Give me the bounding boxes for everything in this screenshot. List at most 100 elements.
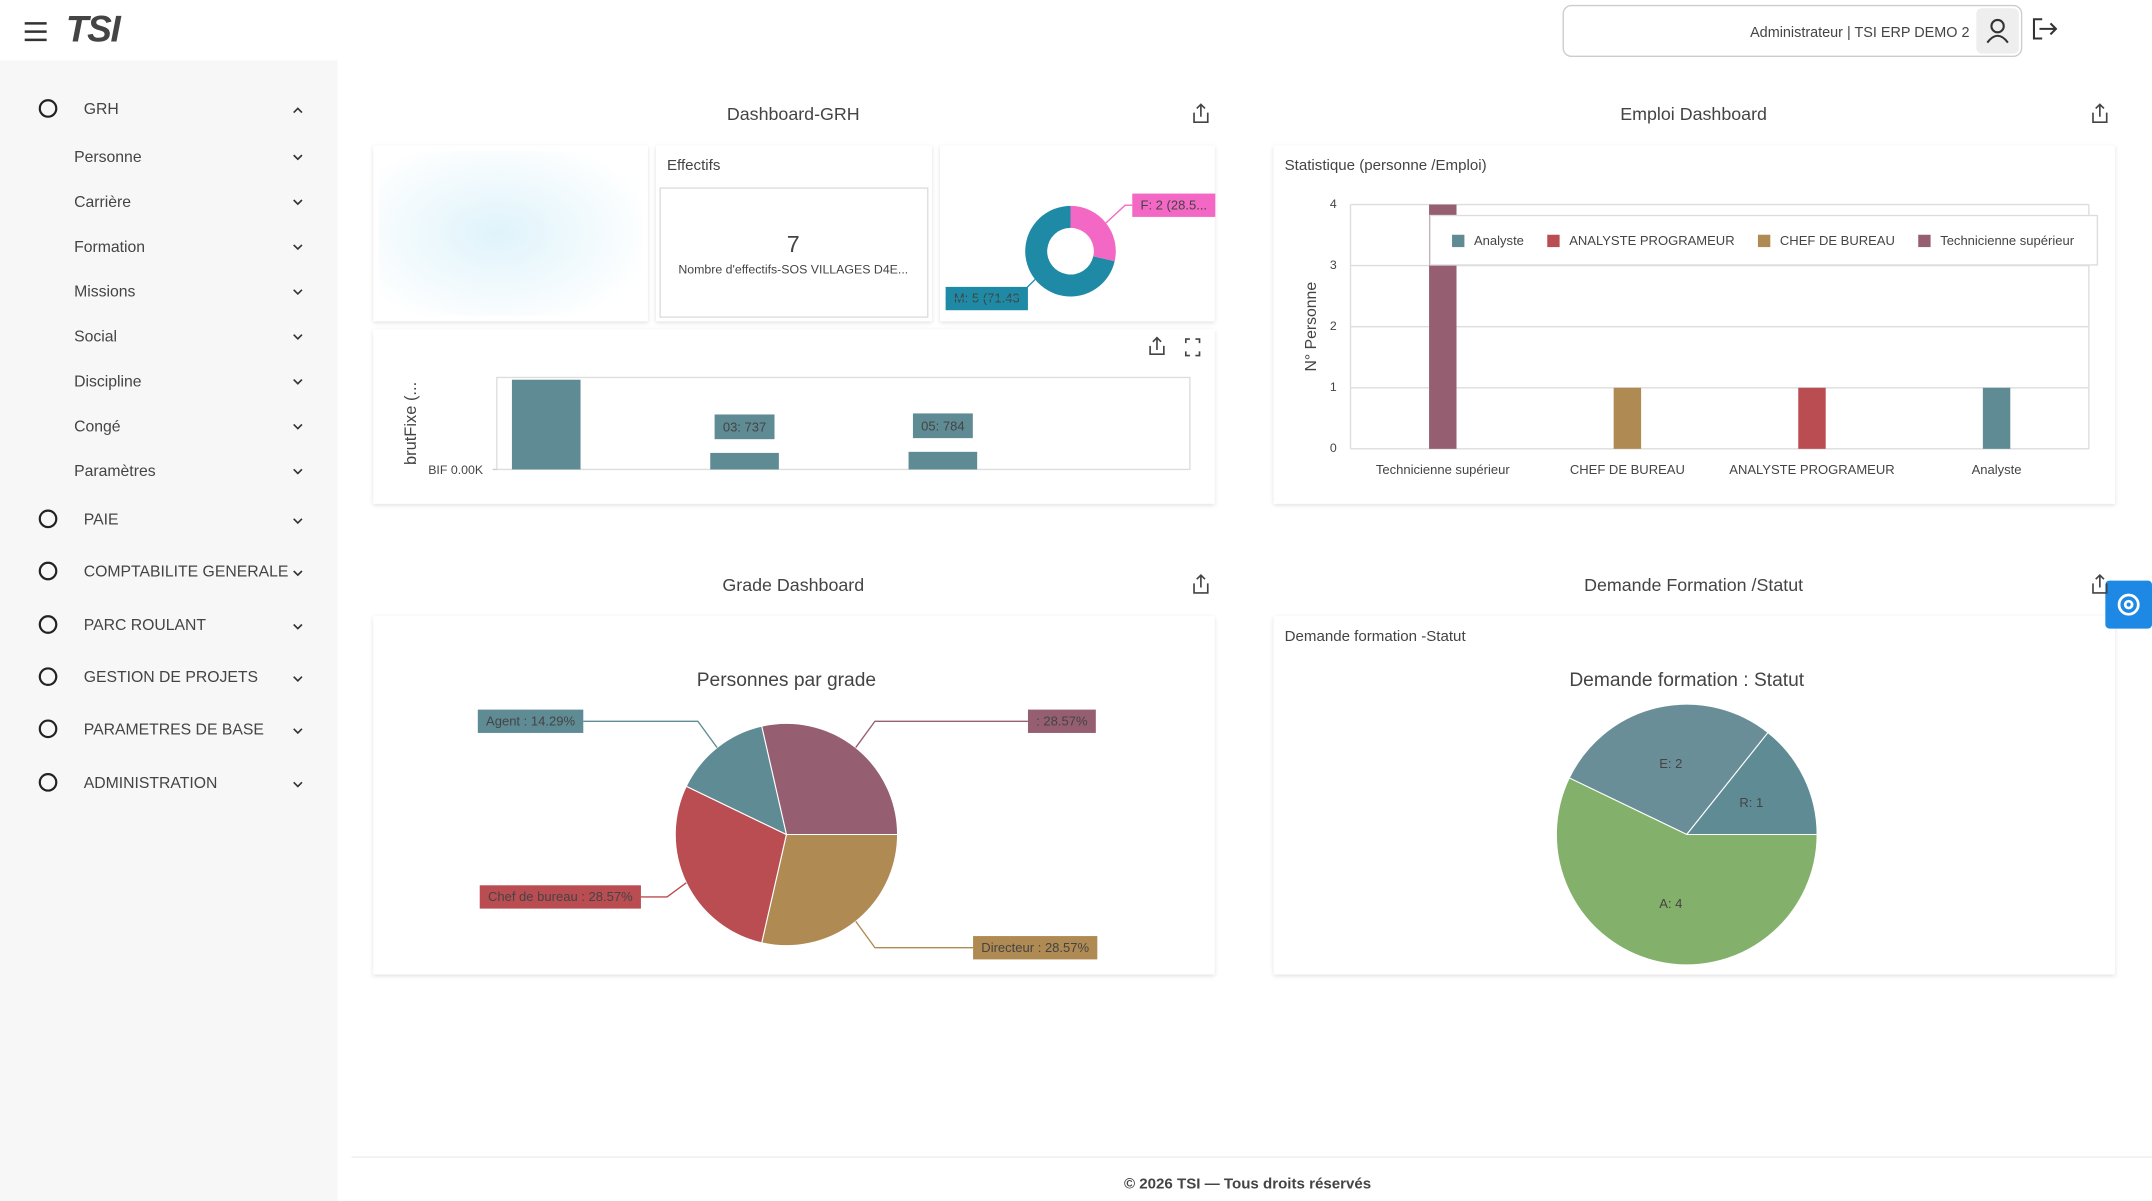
chevron[interactable]	[293, 334, 303, 340]
chevron[interactable]	[293, 154, 303, 161]
module-label[interactable]: PAIE	[84, 511, 119, 528]
share-icon[interactable]	[2092, 103, 2108, 124]
logout-icon[interactable]	[2032, 18, 2058, 40]
module-icon[interactable]	[38, 719, 58, 739]
x-tick-label: Technicienne supérieur	[1376, 462, 1511, 477]
slice-label: A: 4	[1659, 896, 1682, 911]
chevron[interactable]	[293, 378, 303, 385]
menu-item[interactable]: Congé	[74, 418, 121, 435]
chevron[interactable]	[293, 518, 303, 525]
user-box[interactable]	[1562, 4, 2023, 58]
share-icon[interactable]	[1193, 573, 1209, 594]
module-label[interactable]: PARC ROULANT	[84, 617, 207, 634]
module-label[interactable]: GRH	[84, 101, 119, 118]
leader-line	[583, 720, 718, 749]
kpi-value: 7	[787, 231, 800, 257]
share-icon[interactable]	[1193, 103, 1209, 124]
chevron[interactable]	[293, 423, 303, 430]
module-icon[interactable]	[38, 667, 58, 687]
slice-label: : 28.57%	[1036, 713, 1088, 728]
pie-slice	[761, 833, 899, 947]
slice-label: E: 2	[1659, 756, 1682, 771]
legend-swatch	[1547, 234, 1560, 248]
user-name[interactable]: Administrateur | TSI ERP DEMO 2	[1750, 25, 1969, 41]
chevron[interactable]	[293, 468, 303, 475]
module-icon[interactable]	[38, 773, 58, 792]
chevron[interactable]	[293, 289, 303, 296]
menu-item[interactable]: Personne	[74, 149, 142, 166]
panel-title: Dashboard-GRH	[727, 104, 860, 124]
slice-label-bg	[479, 885, 641, 909]
slice-label: F: 2 (28.5...	[1141, 197, 1208, 212]
brand-logo: TSI	[66, 7, 122, 49]
hamburger[interactable]	[24, 22, 47, 42]
module-label[interactable]: PARAMETRES DE BASE	[84, 721, 264, 738]
y-axis-title: brutFixe (...	[402, 382, 420, 465]
module-label[interactable]: GESTION DE PROJETS	[84, 669, 258, 686]
share-icon[interactable]	[2092, 573, 2108, 594]
leader-line	[855, 921, 974, 949]
leader-line	[640, 882, 687, 898]
legend-label: CHEF DE BUREAU	[1780, 233, 1895, 248]
module-label[interactable]: COMPTABILITE GENERALE	[84, 564, 289, 581]
legend-label: Technicienne supérieur	[1940, 233, 2075, 248]
card	[373, 329, 1215, 504]
chevron[interactable]	[293, 107, 303, 114]
slice-label-bg	[477, 709, 584, 733]
module-icon[interactable]	[38, 561, 58, 581]
pie-slice	[1555, 777, 1818, 966]
settings-button[interactable]	[2105, 580, 2152, 629]
chevron[interactable]	[293, 199, 303, 206]
pie-slice	[1568, 703, 1769, 836]
legend-label: ANALYSTE PROGRAMEUR	[1569, 233, 1734, 248]
chevron[interactable]	[293, 728, 303, 735]
pie-slice	[1025, 205, 1115, 297]
module-icon[interactable]	[38, 99, 58, 118]
y-tick-label: BIF 0.00K	[428, 463, 484, 477]
slice-label-bg	[1027, 709, 1096, 733]
legend-swatch	[1452, 234, 1465, 248]
menu-item[interactable]: Missions	[74, 284, 135, 301]
menu-item[interactable]: Paramètres	[74, 463, 156, 480]
menu-item[interactable]: Formation	[74, 239, 145, 256]
kpi-label: Effectifs	[667, 157, 720, 174]
chevron[interactable]	[293, 781, 303, 788]
kpi-box	[659, 187, 929, 318]
footer-text: © 2026 TSI — Tous droits réservés	[1124, 1175, 1371, 1192]
legend-swatch	[1918, 234, 1931, 248]
panel-title: Demande Formation /Statut	[1584, 575, 1803, 595]
blurred-tile	[378, 151, 643, 316]
chevron[interactable]	[293, 570, 303, 577]
pie-slice	[1070, 205, 1116, 262]
user-icon[interactable]	[1986, 18, 2009, 44]
user-icon-bg[interactable]	[1976, 8, 2019, 54]
menu-item[interactable]: Carrière	[74, 194, 131, 211]
legend-label: Analyste	[1474, 233, 1524, 248]
module-icon[interactable]	[38, 615, 58, 634]
slice-label: R: 1	[1739, 795, 1763, 810]
bar	[1798, 387, 1826, 449]
bar	[511, 379, 581, 470]
menu-item[interactable]: Social	[74, 329, 117, 346]
slice-label: Directeur : 28.57%	[981, 940, 1089, 955]
card-tools[interactable]	[1149, 336, 1201, 357]
leader-line	[945, 278, 1036, 300]
leader-line	[1105, 204, 1133, 224]
x-tick-label: ANALYSTE PROGRAMEUR	[1729, 462, 1894, 477]
module-icon[interactable]	[38, 509, 58, 529]
value-label: 05: 784	[921, 419, 964, 434]
settings-gear[interactable]	[2117, 593, 2140, 616]
module-label[interactable]: ADMINISTRATION	[84, 775, 218, 792]
y-axis-title: N° Personne	[1303, 282, 1320, 372]
chevron[interactable]	[293, 244, 303, 251]
bar	[1982, 387, 2011, 449]
chevron[interactable]	[293, 676, 303, 682]
menu-item[interactable]: Discipline	[74, 373, 142, 390]
chevron[interactable]	[293, 623, 303, 630]
slice-label-bg	[973, 936, 1098, 960]
slice-label: Agent : 14.29%	[486, 713, 575, 728]
pie-slice	[674, 785, 788, 944]
chart-title: Demande formation : Statut	[1569, 670, 1804, 691]
value-label: 03: 737	[723, 420, 766, 435]
